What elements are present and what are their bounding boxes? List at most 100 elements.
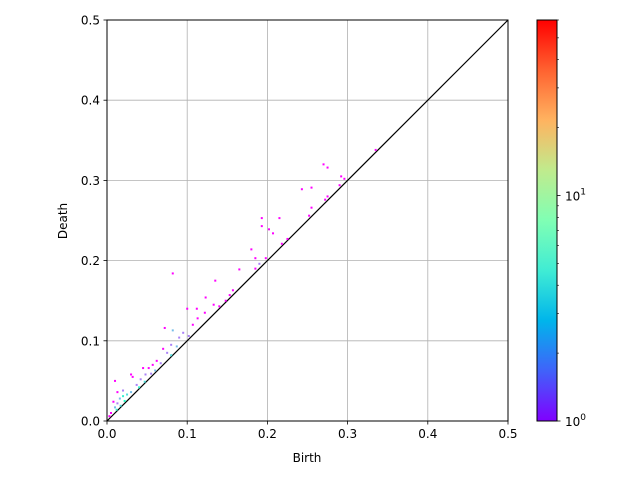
histogram-cell (123, 399, 126, 402)
histogram-cell (159, 362, 162, 365)
histogram-cell (151, 363, 154, 366)
histogram-cell (119, 404, 122, 407)
x-tick-label: 0.3 (338, 427, 357, 441)
histogram-cell (203, 311, 206, 314)
x-tick-label: 0.5 (498, 427, 517, 441)
histogram-cell (343, 177, 346, 180)
x-tick-label: 0.4 (418, 427, 437, 441)
diagonal-line (106, 19, 509, 422)
histogram-cell (118, 397, 121, 400)
histogram-cell (264, 257, 267, 260)
histogram-cell (238, 268, 241, 271)
histogram-cell (260, 217, 263, 220)
histogram-cell (224, 299, 227, 302)
histogram-cell (144, 373, 147, 376)
histogram-cell (130, 391, 133, 394)
histogram-cell (322, 163, 325, 166)
histogram-cell (254, 267, 257, 270)
histogram-cell (338, 184, 341, 187)
histogram-cell (116, 402, 119, 405)
histogram-cells (108, 148, 377, 418)
histogram-cell (204, 296, 207, 299)
histogram-cell (272, 232, 275, 235)
histogram-cell (268, 228, 271, 231)
histogram-cell (126, 393, 129, 396)
histogram-cell (108, 415, 111, 418)
y-tick-label: 0.5 (81, 14, 100, 28)
histogram-cell (286, 237, 289, 240)
histogram-cell (308, 214, 311, 217)
histogram-cell (155, 359, 158, 362)
histogram-cell (162, 347, 165, 350)
histogram-cell (340, 175, 343, 178)
histogram-cell (147, 367, 150, 370)
histogram-cell (122, 389, 125, 392)
histogram-cell (175, 345, 178, 348)
histogram-cell (195, 307, 198, 310)
colorbar: 100 101 (536, 19, 586, 429)
y-axis-ticks: 0.0 0.1 0.2 0.3 0.4 0.5 (81, 14, 107, 429)
x-axis-ticks: 0.0 0.1 0.2 0.3 0.4 0.5 (97, 421, 518, 441)
x-axis-label: Birth (293, 451, 322, 465)
colorbar-tick-label: 100 (565, 413, 586, 429)
histogram-cell (163, 326, 166, 329)
histogram-cell (115, 408, 118, 411)
histogram-cell (186, 307, 189, 310)
histogram-cell (122, 395, 125, 398)
histogram-cell (324, 198, 327, 201)
histogram-cell (228, 294, 231, 297)
histogram-cell (191, 323, 194, 326)
plot-frame (106, 19, 509, 422)
histogram-cell (258, 262, 261, 265)
histogram-cell (310, 186, 313, 189)
histogram-cell (135, 383, 138, 386)
y-tick-label: 0.4 (81, 94, 100, 108)
y-tick-label: 0.1 (81, 334, 100, 348)
colorbar-ticks: 100 101 (557, 19, 586, 429)
histogram-cell (326, 166, 329, 169)
histogram-cell (150, 372, 153, 375)
colorbar-gradient (537, 20, 557, 421)
histogram-cell (171, 329, 174, 332)
histogram-cell (187, 334, 190, 337)
colorbar-frame (536, 19, 558, 422)
histogram-cell (112, 400, 115, 403)
histogram-cell (218, 305, 221, 308)
histogram-cell (143, 380, 146, 383)
histogram-cell (280, 242, 283, 245)
histogram-cell (196, 317, 199, 320)
y-axis-label: Death (56, 203, 70, 239)
histogram-cell (116, 391, 119, 394)
histogram-cell (142, 367, 145, 370)
histogram-cell (254, 257, 257, 260)
histogram-cell (182, 331, 185, 334)
histogram-cell (110, 411, 113, 414)
histogram-cell (260, 225, 263, 228)
histogram-cell (130, 373, 133, 376)
histogram-cell (326, 195, 329, 198)
histogram-cell (170, 343, 173, 346)
histogram-cell (171, 272, 174, 275)
histogram-cell (170, 354, 173, 357)
histogram-cell (310, 206, 313, 209)
y-tick-label: 0.0 (81, 415, 100, 429)
histogram-cell (166, 351, 169, 354)
histogram-cell (231, 289, 234, 292)
histogram-cell (250, 248, 253, 251)
histogram-cell (374, 148, 377, 151)
histogram-cell (212, 303, 215, 306)
histogram-cell (139, 378, 142, 381)
x-tick-label: 0.1 (178, 427, 197, 441)
histogram-cell (138, 386, 141, 389)
histogram-cell (214, 279, 217, 282)
y-tick-label: 0.2 (81, 254, 100, 268)
histogram-cell (300, 188, 303, 191)
colorbar-tick-label: 101 (565, 187, 586, 203)
histogram-cell (278, 217, 281, 220)
histogram-cell (178, 336, 181, 339)
x-tick-label: 0.0 (97, 427, 116, 441)
histogram-cell (114, 406, 117, 409)
histogram-cell (131, 375, 134, 378)
histogram-cell (114, 379, 117, 382)
